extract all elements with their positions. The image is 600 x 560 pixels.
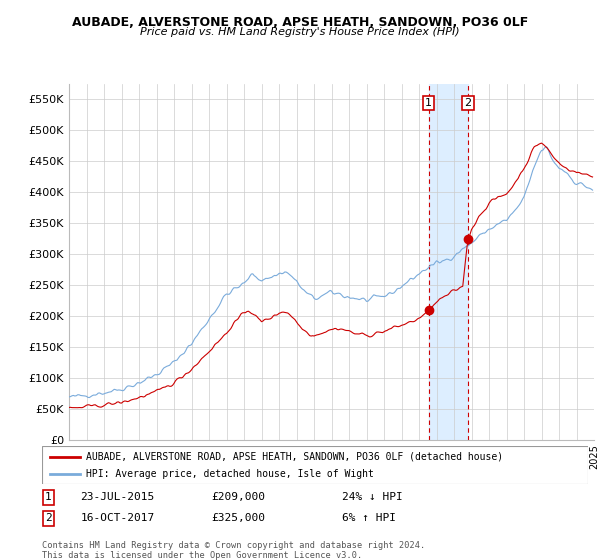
Text: 16-OCT-2017: 16-OCT-2017: [80, 514, 154, 524]
Text: 6% ↑ HPI: 6% ↑ HPI: [342, 514, 397, 524]
Text: 23-JUL-2015: 23-JUL-2015: [80, 492, 154, 502]
Text: 2: 2: [464, 98, 472, 108]
Text: AUBADE, ALVERSTONE ROAD, APSE HEATH, SANDOWN, PO36 0LF: AUBADE, ALVERSTONE ROAD, APSE HEATH, SAN…: [72, 16, 528, 29]
Bar: [428, 84, 468, 440]
Text: AUBADE, ALVERSTONE ROAD, APSE HEATH, SANDOWN, PO36 0LF (detached house): AUBADE, ALVERSTONE ROAD, APSE HEATH, SAN…: [86, 451, 503, 461]
Text: Contains HM Land Registry data © Crown copyright and database right 2024.
This d: Contains HM Land Registry data © Crown c…: [42, 541, 425, 560]
Text: 2: 2: [45, 514, 52, 524]
Text: £325,000: £325,000: [211, 514, 265, 524]
Text: Price paid vs. HM Land Registry's House Price Index (HPI): Price paid vs. HM Land Registry's House …: [140, 27, 460, 37]
Text: 24% ↓ HPI: 24% ↓ HPI: [342, 492, 403, 502]
Text: 1: 1: [45, 492, 52, 502]
Text: 1: 1: [425, 98, 432, 108]
Text: £209,000: £209,000: [211, 492, 265, 502]
Text: HPI: Average price, detached house, Isle of Wight: HPI: Average price, detached house, Isle…: [86, 469, 374, 479]
